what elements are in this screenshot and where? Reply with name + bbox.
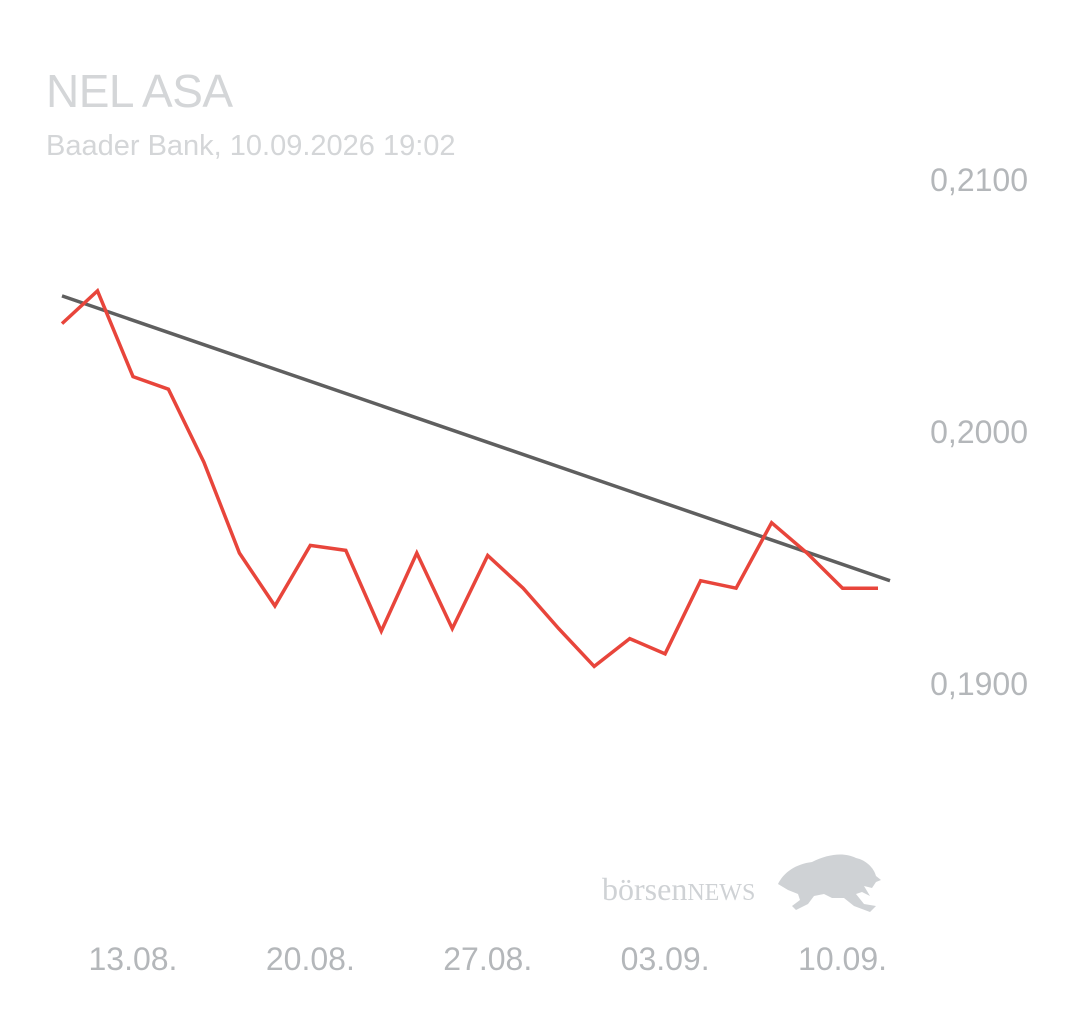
trend-line: [61, 294, 891, 583]
bull-icon: [778, 854, 881, 912]
price-line: [60, 287, 878, 669]
chart-subtitle: Baader Bank, 10.09.2026 19:02: [46, 130, 456, 162]
y-axis: 0,2100 0,2000 0,1900: [930, 162, 1028, 702]
x-tick-label: 27.08.: [443, 941, 532, 977]
y-tick-label: 0,1900: [930, 666, 1028, 702]
y-tick-label: 0,2100: [930, 162, 1028, 198]
x-tick-label: 13.08.: [88, 941, 177, 977]
boersennews-watermark: börsenNEWS: [602, 854, 881, 912]
x-tick-label: 03.09.: [621, 941, 710, 977]
y-tick-label: 0,2000: [930, 414, 1028, 450]
watermark-text: börsenNEWS: [602, 871, 755, 907]
series-layer: [60, 287, 891, 669]
x-axis: 13.08. 20.08. 27.08. 03.09. 10.09.: [88, 941, 887, 977]
x-tick-label: 20.08.: [266, 941, 355, 977]
chart-title: NEL ASA: [46, 65, 233, 117]
x-tick-label: 10.09.: [798, 941, 887, 977]
